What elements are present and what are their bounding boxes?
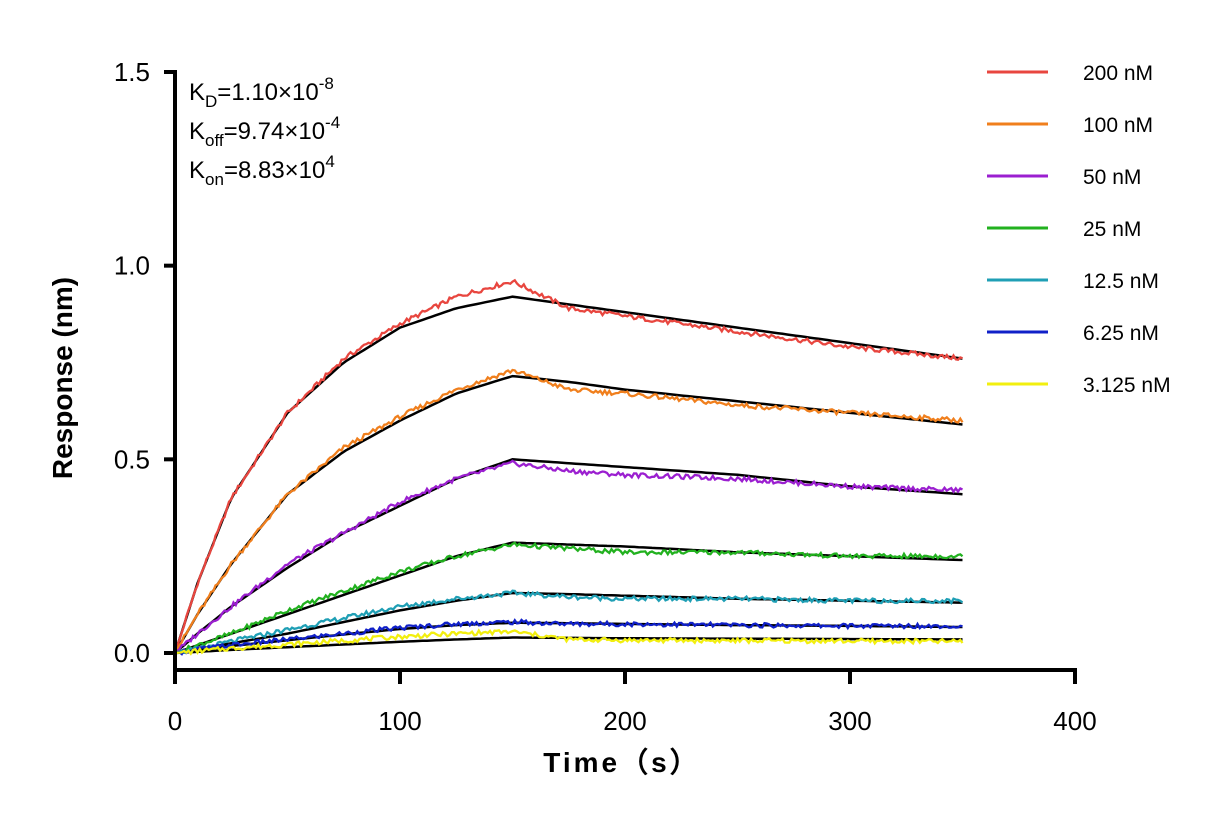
y-tick-label: 1.5 <box>114 57 150 87</box>
legend-label: 3.125 nM <box>1083 374 1171 397</box>
y-axis-title: Response (nm) <box>47 277 78 479</box>
legend-label: 200 nM <box>1083 62 1153 85</box>
y-tick-label: 0.5 <box>114 444 150 474</box>
y-tick-label: 1.0 <box>114 251 150 281</box>
kinetic-constant-label: KD=1.10×10-8 <box>189 74 334 111</box>
fit-curve <box>173 295 963 654</box>
x-axis-title: Time（s） <box>543 746 700 778</box>
legend-label: 12.5 nM <box>1083 270 1159 293</box>
series-line <box>174 628 964 656</box>
kinetic-constant-label: Kon=8.83×104 <box>189 152 335 189</box>
x-tick-label: 0 <box>168 706 182 736</box>
series-line <box>174 618 963 656</box>
ticks: 0.0 0.5 1.0 1.5 0 100 200 300 400 <box>114 57 1097 736</box>
legend-label: 25 nM <box>1083 218 1141 241</box>
series-line <box>174 589 964 655</box>
x-tick-label: 400 <box>1053 706 1096 736</box>
x-tick-label: 100 <box>378 706 421 736</box>
series-line <box>173 278 963 654</box>
series-line <box>174 541 964 655</box>
data-series <box>173 278 964 656</box>
legend: 200 nM 100 nM 50 nM 25 nM 12.5 nM 6.25 nM 3.12… <box>987 62 1171 397</box>
y-tick-label: 0.0 <box>114 638 150 668</box>
series-line <box>174 368 964 654</box>
legend-label: 50 nM <box>1083 166 1141 189</box>
kinetic-constant-label: Koff=9.74×10-4 <box>189 113 340 150</box>
legend-label: 6.25 nM <box>1083 322 1159 345</box>
x-tick-label: 200 <box>603 706 646 736</box>
series-line <box>174 459 964 654</box>
x-tick-label: 300 <box>828 706 871 736</box>
legend-label: 100 nM <box>1083 114 1153 137</box>
